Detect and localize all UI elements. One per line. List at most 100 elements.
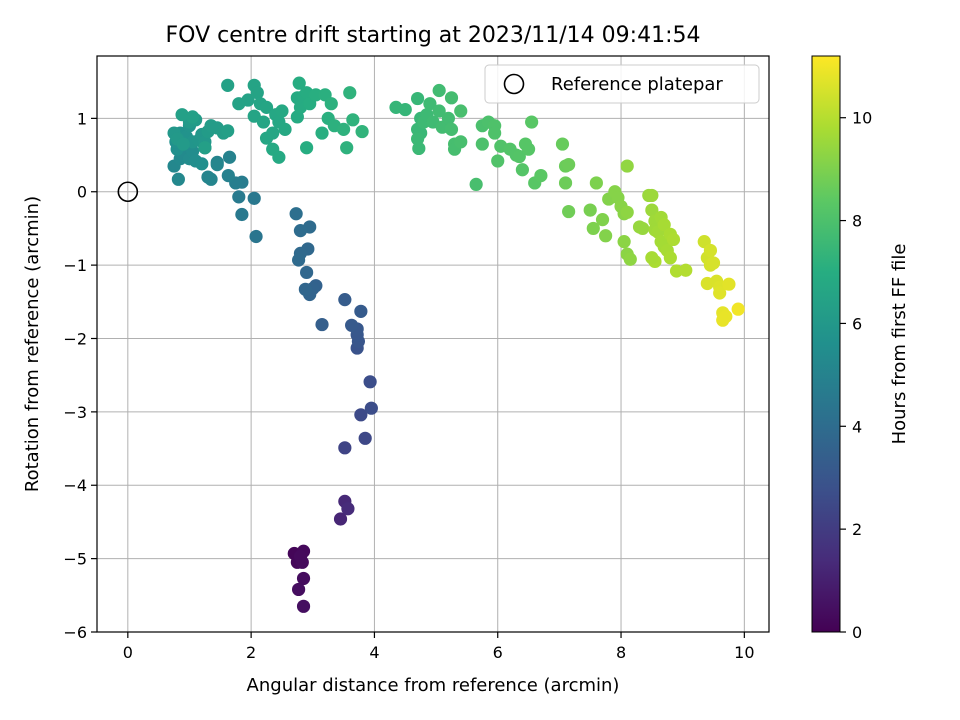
colorbar-frame	[811, 55, 841, 633]
legend-entry-label: Reference platepar	[551, 74, 723, 95]
legend: Reference platepar	[484, 64, 760, 104]
colorbar-tick-label: 2	[852, 520, 862, 539]
data-point	[259, 100, 274, 114]
data-point	[292, 582, 306, 597]
data-point	[410, 91, 425, 106]
data-point	[222, 150, 237, 164]
y-axis-ticks: −6 −5 −4 −3 −2 −1 0 1	[63, 109, 97, 642]
data-point	[398, 102, 412, 117]
y-tick-label: 0	[77, 183, 87, 202]
data-point	[333, 512, 348, 526]
data-point	[204, 172, 218, 186]
data-point	[249, 229, 263, 244]
data-point	[221, 78, 235, 92]
y-axis-label: Rotation from reference (arcmin)	[22, 196, 43, 492]
reference-platepar-point	[117, 181, 139, 203]
data-point	[337, 122, 351, 136]
data-point	[300, 265, 314, 280]
data-point	[525, 115, 539, 129]
data-point	[292, 253, 306, 267]
x-tick-label: 6	[493, 643, 503, 662]
data-point	[645, 251, 659, 265]
data-point	[432, 104, 446, 118]
x-tick-label: 8	[616, 643, 626, 662]
data-point	[620, 205, 634, 219]
y-tick-label: −2	[63, 329, 87, 348]
reference-marker	[117, 181, 139, 203]
colorbar-ticks: 0 2 4 6 8 10	[840, 109, 872, 642]
data-point	[358, 431, 372, 445]
data-point	[663, 251, 677, 265]
data-point	[210, 157, 224, 172]
data-point	[345, 318, 359, 332]
data-point	[298, 282, 312, 296]
plot-frame	[96, 55, 770, 633]
y-tick-label: −3	[63, 403, 87, 422]
data-point	[363, 375, 377, 389]
scatter-points	[167, 76, 745, 613]
colorbar-tick-label: 0	[852, 623, 862, 642]
data-point	[221, 124, 235, 138]
data-point	[444, 91, 459, 105]
data-point	[296, 571, 311, 586]
data-point	[586, 221, 600, 236]
data-point	[250, 86, 264, 100]
data-point	[469, 177, 483, 192]
data-point	[185, 110, 200, 124]
data-point	[589, 176, 603, 190]
colorbar-tick-label: 4	[852, 417, 862, 436]
data-point	[195, 157, 209, 171]
data-point	[354, 408, 368, 422]
data-point	[341, 502, 355, 516]
colorbar-tick-label: 8	[852, 212, 862, 231]
data-point	[679, 263, 693, 277]
data-point	[636, 221, 650, 236]
data-point	[315, 126, 329, 140]
data-point	[278, 122, 292, 136]
data-point	[716, 313, 730, 327]
x-axis-label: Angular distance from reference (arcmin)	[247, 675, 620, 696]
data-point	[355, 124, 369, 139]
data-point	[235, 207, 249, 222]
data-point	[722, 277, 736, 291]
data-point	[521, 142, 536, 156]
x-tick-label: 4	[369, 643, 379, 662]
data-point	[364, 401, 378, 415]
data-point	[221, 169, 235, 183]
data-point	[515, 163, 529, 177]
data-point	[534, 169, 548, 183]
data-point	[412, 141, 426, 156]
colorbar-gradient	[812, 56, 840, 632]
data-point	[338, 441, 352, 455]
data-point	[620, 159, 634, 173]
data-point	[343, 86, 357, 100]
data-point	[324, 97, 338, 111]
x-tick-label: 10	[734, 643, 754, 662]
colorbar-label: Hours from first FF file	[889, 244, 910, 445]
data-point	[488, 126, 502, 140]
y-tick-label: 1	[77, 109, 87, 128]
data-point	[293, 224, 308, 238]
data-point	[289, 207, 303, 221]
data-point	[256, 115, 271, 129]
data-point	[731, 302, 745, 316]
data-point	[595, 213, 610, 227]
data-point	[423, 97, 437, 111]
legend-box	[484, 64, 760, 104]
data-point	[275, 104, 289, 118]
data-point	[706, 256, 721, 270]
data-point	[558, 176, 573, 190]
data-point	[176, 137, 190, 151]
data-point	[432, 83, 446, 98]
data-point	[599, 229, 613, 243]
data-point	[266, 126, 280, 140]
data-point	[713, 286, 727, 300]
data-point	[338, 293, 352, 307]
data-point	[340, 141, 354, 155]
data-point	[444, 122, 459, 136]
data-point	[583, 203, 597, 217]
y-tick-label: −1	[63, 256, 87, 275]
data-point	[645, 188, 659, 203]
data-point	[645, 203, 659, 217]
